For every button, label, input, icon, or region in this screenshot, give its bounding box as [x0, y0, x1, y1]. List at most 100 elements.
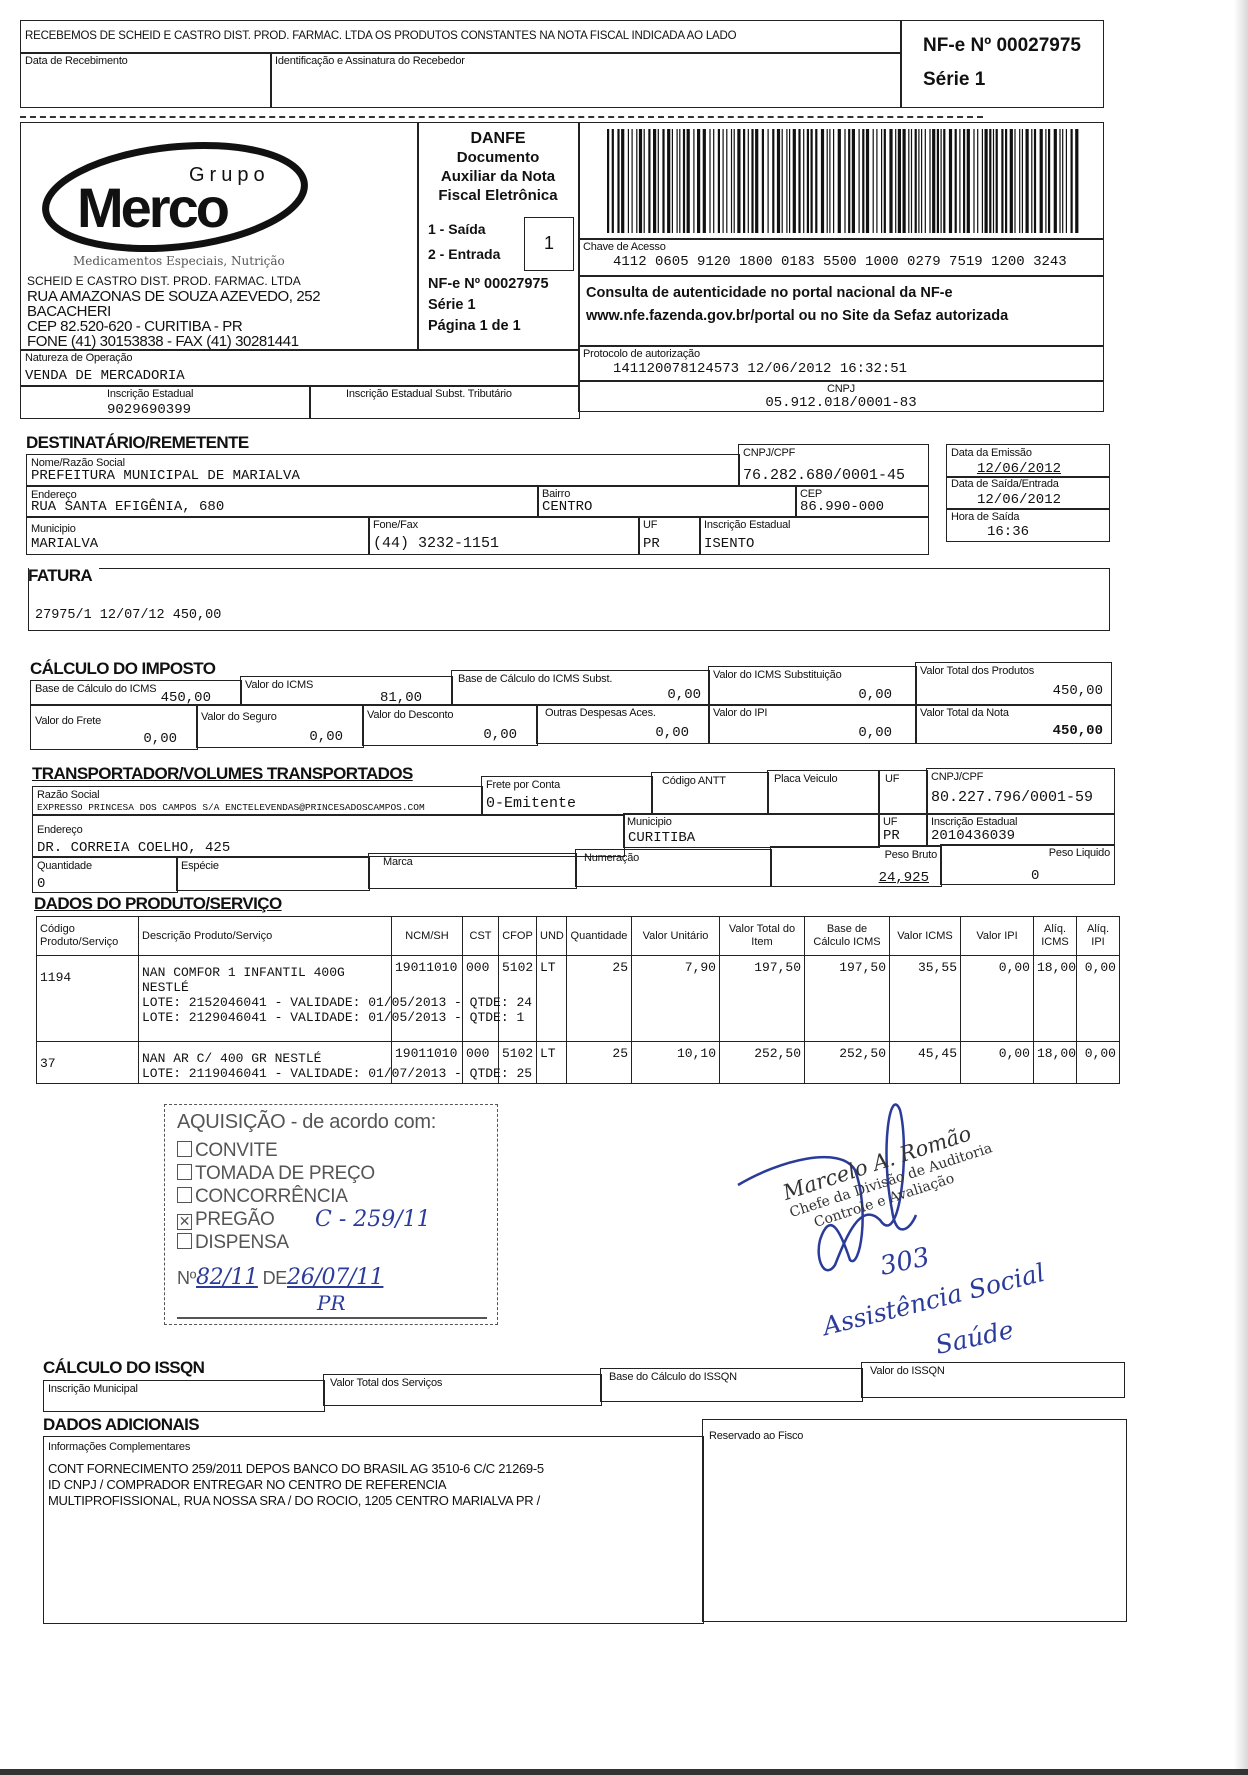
barcode-bar [977, 129, 979, 233]
barcode-bar [929, 129, 931, 233]
product-aliq-icms: 18,00 [1033, 1041, 1077, 1084]
dest-time: 16:36 [987, 524, 1030, 540]
barcode-bar [743, 129, 746, 233]
barcode-bar [881, 129, 883, 233]
carrier-uf-label: UF [883, 816, 898, 828]
ipi-cell: Valor do IPI 0,00 [708, 704, 917, 744]
barcode-bar [792, 129, 796, 233]
issqn-services-label: Valor Total dos Serviços [330, 1377, 443, 1389]
stamp-date: 26/07/11 [287, 1265, 384, 1290]
stamp-option-label: CONCORRÊNCIA [195, 1186, 348, 1207]
barcode-bar [726, 129, 728, 233]
consulta-text: Consulta de autenticidade no portal naci… [586, 285, 953, 301]
checked-checkbox-icon: ✕ [177, 1213, 192, 1230]
dest-phone-label: Fone/Fax [373, 519, 418, 531]
stamp-option: DISPENSA [177, 1232, 289, 1254]
carrier-name-label: Razão Social [37, 789, 100, 801]
danfe-type-box: 1 [524, 217, 574, 271]
frete-label: Valor do Frete [35, 715, 102, 727]
dest-title: DESTINATÁRIO/REMETENTE [26, 433, 249, 452]
dest-time-label: Hora de Saída [951, 511, 1020, 523]
stamp-option-label: DISPENSA [195, 1232, 289, 1253]
net-weight: 0 [1031, 868, 1040, 884]
base-icms-label: Base de Cálculo do ICMS [35, 683, 157, 695]
product-qty: 25 [566, 1041, 632, 1084]
stamp-option: CONVITE [177, 1140, 278, 1162]
product-cst: 000 [462, 1041, 499, 1084]
danfe-nfe-number: NF-e Nº 00027975 [428, 276, 549, 292]
info-line: ID CNPJ / COMPRADOR ENTREGAR NO CENTRO D… [48, 1477, 447, 1492]
dest-name: PREFEITURA MUNICIPAL DE MARIALVA [31, 468, 300, 484]
barcode-bar [617, 129, 620, 233]
product-cfop: 5102 [498, 1041, 537, 1084]
icms-st-label: Valor do ICMS Substituição [713, 669, 842, 681]
dest-emission-cell: Data da Emissão 12/06/2012 [946, 444, 1110, 478]
barcode-bar [1031, 129, 1033, 233]
dest-cep-label: CEP [800, 488, 823, 500]
receipt-signature-cell[interactable]: Identificação e Assinatura do Recebedor [270, 52, 902, 108]
access-key-cell: Chave de Acesso 4112 0605 9120 1800 0183… [578, 238, 1104, 277]
barcode-bar [662, 129, 665, 233]
ie-value: 9029690399 [107, 402, 192, 418]
product-total: 197,50 [719, 955, 805, 1042]
stamp-option-label: TOMADA DE PREÇO [195, 1163, 375, 1184]
barcode-bar [992, 129, 995, 233]
fatura-title: FATURA [28, 566, 93, 585]
dest-city: MARIALVA [31, 536, 99, 552]
product-desc: NAN AR C/ 400 GR NESTLÉ LOTE: 2119046041 … [138, 1041, 532, 1084]
emitter-tagline: Medicamentos Especiais, Nutrição [73, 254, 285, 268]
barcode-bar [1039, 129, 1043, 233]
barcode-bar [730, 129, 733, 233]
barcode-bar [862, 129, 865, 233]
barcode-bar [1009, 129, 1013, 233]
receipt-id-label: Identificação e Assinatura do Recebedor [275, 55, 465, 67]
gross-weight-cell: Peso Bruto 24,925 [770, 846, 942, 887]
dest-uf: PR [643, 536, 660, 552]
carrier-city-cell: Municipio CURITIBA [623, 813, 880, 848]
signature-area: Marcelo A. Romão Chefe da Divisão de Aud… [720, 1090, 1080, 1360]
dest-district-label: Bairro [542, 488, 571, 500]
dest-address: RUA SANTA EFIGÊNIA, 680 [31, 499, 225, 515]
barcode-bar [973, 129, 975, 233]
dest-uf-label: UF [643, 519, 658, 531]
carrier-name-cell: Razão Social EXPRESSO PRINCESA DOS CAMPOS… [32, 786, 483, 815]
dest-emission: 12/06/2012 [977, 461, 1062, 477]
danfe-serie: Série 1 [428, 297, 476, 313]
carrier-city-label: Municipio [627, 816, 672, 828]
dest-phone-cell: Fone/Fax (44) 3232-1151 [368, 516, 640, 555]
barcode-bar [798, 129, 801, 233]
issqn-value-cell: Valor do ISSQN [861, 1362, 1125, 1398]
dest-district: CENTRO [542, 499, 593, 515]
emitter-cnpj: 05.912.018/0001-83 [765, 395, 917, 411]
barcode-bar [897, 129, 901, 233]
danfe-cell: DANFE Documento Auxiliar da Nota Fiscal … [417, 122, 580, 351]
carrier-address: DR. CORREIA COELHO, 425 [37, 840, 231, 856]
carrier-address-cell: Endereço DR. CORREIA COELHO, 425 [32, 815, 625, 857]
carrier-uf1-cell: UF [878, 770, 928, 815]
qty-cell: Quantidade 0 [32, 857, 178, 893]
cut-line [20, 116, 983, 118]
base-st-label: Base de Cálculo do ICMS Subst. [458, 673, 613, 685]
stamp-option-label: PREGÃO [195, 1209, 275, 1230]
receipt-date-cell[interactable]: Data de Recebimento [20, 52, 272, 108]
qty-value: 0 [37, 876, 46, 892]
imposto-title: CÁLCULO DO IMPOSTO [30, 659, 216, 678]
checkbox-icon [177, 1164, 192, 1180]
brand-label: Marca [383, 856, 413, 868]
emitter-name: SCHEID E CASTRO DIST. PROD. FARMAC. LTDA [27, 274, 301, 288]
gross-weight: 24,925 [878, 870, 929, 886]
consulta-url[interactable]: www.nfe.fazenda.gov.br/portal ou no Site… [586, 308, 1009, 324]
barcode-bar [959, 129, 961, 233]
freight-cell: Frete por Conta 0-Emitente [481, 776, 653, 815]
additional-info-label: Informações Complementares [48, 1441, 191, 1453]
transport-title: TRANSPORTADOR/VOLUMES TRANSPORTADOS [32, 764, 413, 783]
issqn-im-label: Inscrição Municipal [48, 1383, 138, 1395]
barcode-bar [932, 129, 936, 233]
emitter-address: RUA AMAZONAS DE SOUZA AZEVEDO, 252 [27, 288, 321, 305]
carrier-cnpj-cell: CNPJ/CPF 80.227.796/0001-59 [926, 768, 1115, 815]
seguro-value: 0,00 [309, 729, 343, 745]
barcode-bar [908, 129, 910, 233]
stamp-pregao-note: C - 259/11 [315, 1207, 431, 1232]
plate-cell: Placa Veiculo [767, 770, 880, 815]
stamp-option: CONCORRÊNCIA [177, 1186, 348, 1208]
